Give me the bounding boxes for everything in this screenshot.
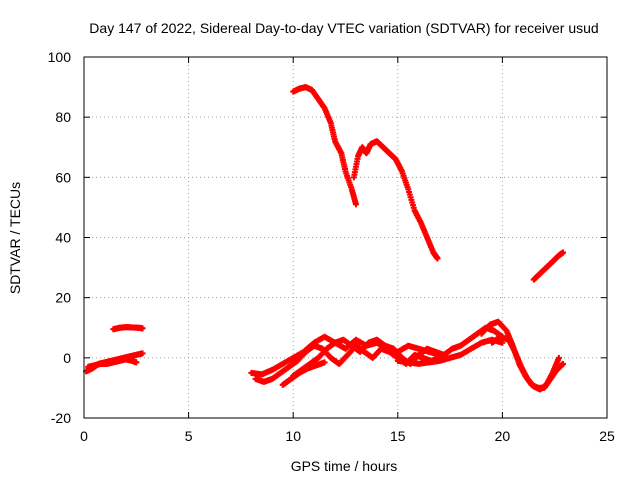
chart-title: Day 147 of 2022, Sidereal Day-to-day VTE… bbox=[89, 20, 598, 36]
data-point bbox=[352, 201, 359, 208]
data-point bbox=[434, 255, 441, 262]
x-tick-label: 10 bbox=[285, 428, 301, 444]
series-arc-high-b bbox=[350, 138, 441, 262]
data-point bbox=[560, 249, 567, 256]
x-tick-label: 0 bbox=[80, 428, 88, 444]
y-tick-label: 80 bbox=[55, 109, 71, 125]
x-tick-label: 5 bbox=[185, 428, 193, 444]
data-points bbox=[83, 84, 567, 393]
data-point bbox=[560, 360, 567, 367]
series-arc-mid-d bbox=[279, 359, 328, 388]
y-tick-label: 0 bbox=[63, 350, 71, 366]
plot-frame bbox=[83, 56, 608, 419]
series-arc-early-lower-b bbox=[85, 356, 140, 370]
series-arc-mid-c bbox=[290, 324, 506, 379]
data-point bbox=[499, 339, 506, 346]
x-axis-label: GPS time / hours bbox=[291, 458, 398, 474]
series-arc-mid-e bbox=[394, 336, 506, 367]
data-point bbox=[139, 325, 146, 332]
data-point bbox=[321, 359, 328, 366]
data-point bbox=[133, 359, 140, 366]
y-tick-label: 20 bbox=[55, 290, 71, 306]
x-tick-label: 25 bbox=[599, 428, 615, 444]
data-point bbox=[139, 350, 146, 357]
y-tick-label: 40 bbox=[55, 230, 71, 246]
grid-lines bbox=[84, 57, 607, 418]
y-tick-label: 100 bbox=[48, 49, 72, 65]
series-arc-late-high bbox=[530, 249, 567, 283]
tick-labels: 0 5 10 15 20 25 -20 0 20 40 60 80 100 bbox=[48, 49, 615, 444]
x-tick-label: 15 bbox=[390, 428, 406, 444]
x-tick-label: 20 bbox=[495, 428, 511, 444]
y-tick-label: -20 bbox=[51, 410, 71, 426]
data-point bbox=[555, 354, 562, 361]
series-arc-late-low-b bbox=[488, 333, 562, 393]
series-arc-early-upper bbox=[110, 324, 146, 333]
series-arc-high-a bbox=[290, 84, 359, 208]
y-tick-label: 60 bbox=[55, 169, 71, 185]
y-axis-label: SDTVAR / TECUs bbox=[7, 182, 23, 294]
